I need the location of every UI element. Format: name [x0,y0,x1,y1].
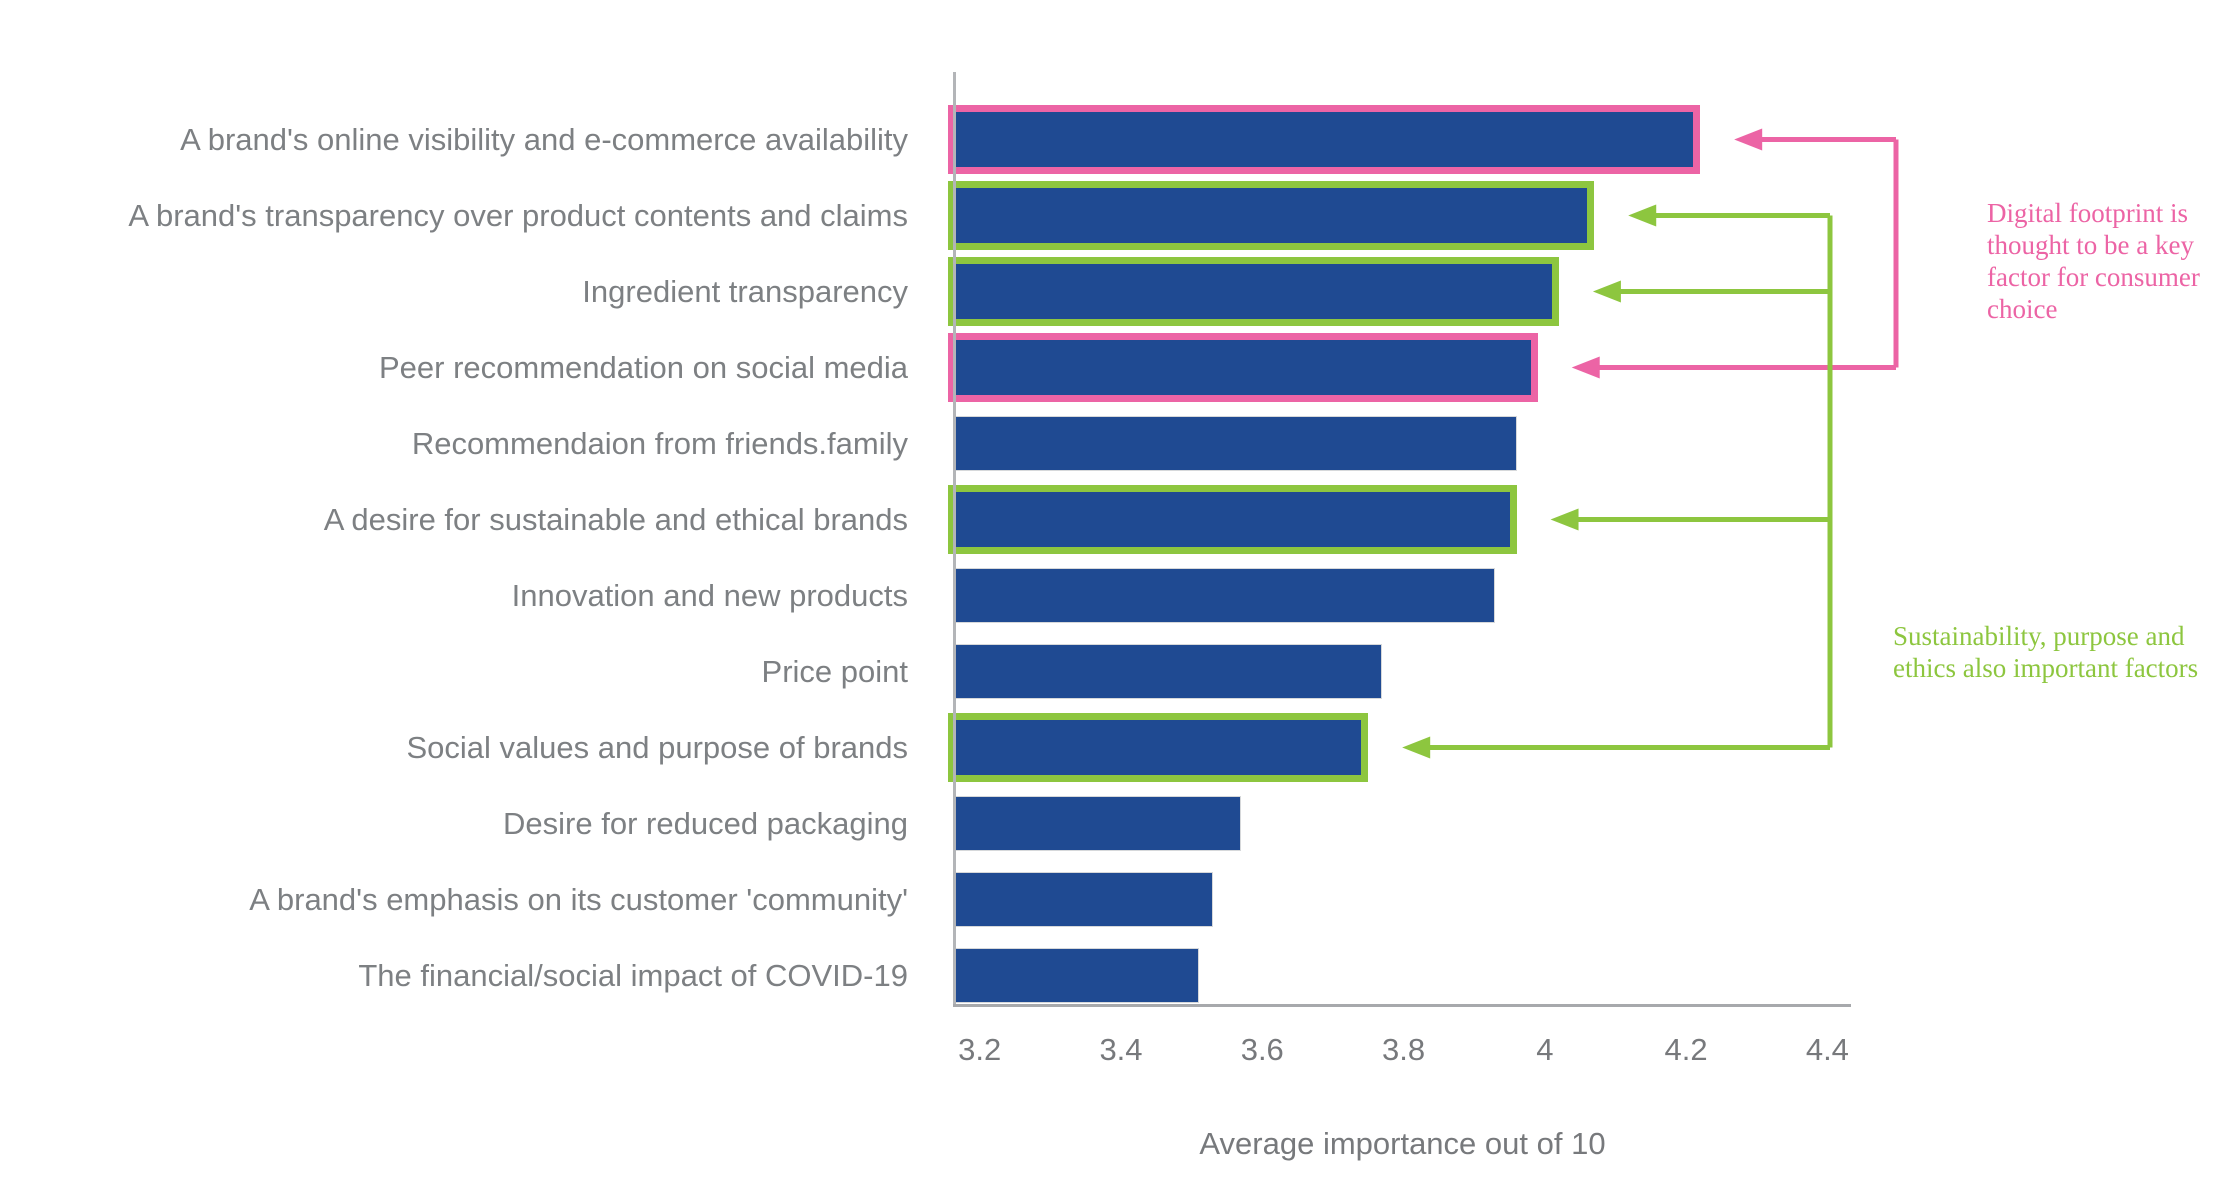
x-tick-label: 3.6 [1240,1032,1284,1067]
bar [955,264,1552,319]
bar [955,416,1517,471]
highlighted-bar-green [948,181,1594,250]
category-label: Price point [761,653,908,689]
highlighted-bar-green [948,713,1368,782]
bar [955,188,1587,243]
category-label: The financial/social impact of COVID-19 [358,957,908,993]
green-arrowhead-icon [1628,204,1657,227]
bar [955,796,1241,851]
highlighted-bar-green [948,485,1517,554]
category-label: Recommendaion from friends.family [411,425,908,461]
bar [955,340,1531,395]
x-tick-label: 3.4 [1099,1032,1143,1067]
bar [955,644,1382,699]
category-label: A brand's emphasis on its customer 'comm… [249,881,908,917]
category-label: A brand's online visibility and e-commer… [180,121,908,157]
pink-arrowhead-icon [1571,356,1600,379]
bar [955,492,1510,547]
category-label: A brand's transparency over product cont… [128,197,908,233]
highlighted-bar-pink [948,333,1538,402]
x-tick-label: 4.2 [1664,1032,1708,1067]
x-tick-label: 3.8 [1381,1032,1426,1067]
pink-arrowhead-icon [1734,128,1763,151]
category-label: Innovation and new products [511,577,908,613]
green-arrowhead-icon [1592,280,1621,303]
highlighted-bar-green [948,257,1559,326]
green-arrowhead-icon [1550,508,1579,531]
x-tick-label: 4.4 [1805,1032,1849,1067]
category-label: Social values and purpose of brands [406,729,909,765]
y-axis-line [953,72,956,1007]
green-arrowhead-icon [1402,736,1431,759]
bar [955,720,1361,775]
x-tick-label: 3.2 [958,1032,1002,1067]
bar [955,112,1693,167]
x-axis-title: Average importance out of 10 [1199,1126,1606,1161]
category-label: A desire for sustainable and ethical bra… [323,501,908,537]
x-tick-label: 4 [1536,1032,1554,1067]
annotation-digital-footprint: Digital footprint is thought to be a key… [1987,198,2200,324]
category-label: Desire for reduced packaging [503,805,908,841]
bar [955,948,1199,1003]
category-label: Ingredient transparency [582,273,908,309]
category-label: Peer recommendation on social media [379,349,908,385]
bar [955,568,1495,623]
highlighted-bar-pink [948,105,1700,174]
annotation-sustainability: Sustainability, purpose and ethics also … [1893,621,2199,683]
x-axis-line [953,1004,1851,1007]
